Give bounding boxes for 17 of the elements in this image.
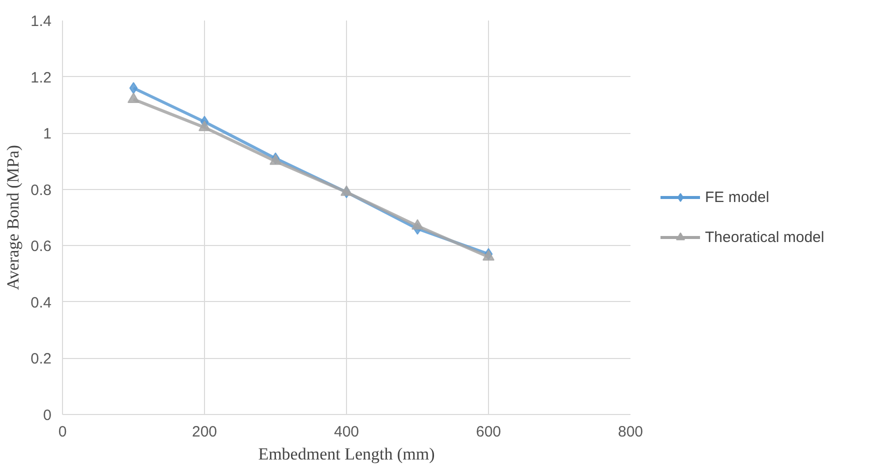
y-tick-label: 0.4 (30, 294, 52, 312)
y-tick-label: 1 (43, 126, 52, 143)
legend-label: FE model (705, 188, 770, 206)
legend-label: Theoratical model (705, 228, 824, 246)
y-tick-label: 1.4 (30, 13, 52, 30)
y-tick-label: 0.6 (30, 238, 52, 256)
x-tick-label: 200 (192, 424, 218, 440)
x-tick-label: 800 (618, 424, 644, 440)
y-axis-title: Average Bond (MPa) (4, 144, 23, 290)
y-tick-label: 0 (43, 407, 52, 424)
y-tick-label: 1.2 (30, 69, 52, 86)
x-tick-label: 600 (476, 424, 502, 440)
y-tick-label: 0.8 (30, 182, 52, 199)
x-tick-label: 0 (58, 424, 67, 440)
x-axis-title: Embedment Length (mm) (258, 444, 435, 464)
x-tick-label: 400 (334, 424, 360, 440)
y-tick-label: 0.2 (30, 350, 52, 368)
